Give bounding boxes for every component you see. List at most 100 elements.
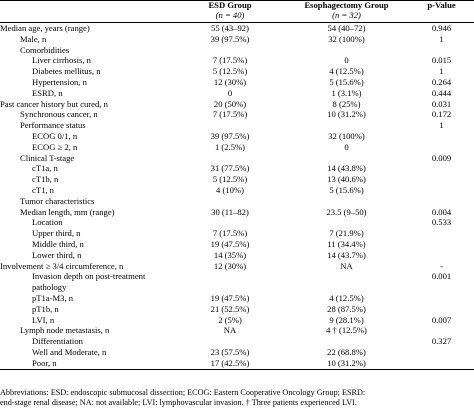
esd-value: 5 (12.5%) xyxy=(212,66,248,77)
esophagectomy-value xyxy=(284,336,409,347)
table-row: Invasion depth on post-treatment patholo… xyxy=(0,271,474,293)
esd-value: 14 (35%) xyxy=(213,249,247,260)
table-row: Diabetes mellitus, n 5 (12.5%) 4 (12.5%) 1 xyxy=(0,66,474,77)
p-value xyxy=(409,45,474,56)
esd-value: 12 (30%) xyxy=(213,76,247,87)
table-row: Well and Moderate, n 23 (57.5%) 22 (68.8%) xyxy=(0,347,474,358)
esophagectomy-value: 22 (68.8%) xyxy=(327,346,366,357)
p-value: 0.533 xyxy=(431,217,452,228)
esd-value: 19 (47.5%) xyxy=(210,292,250,303)
table-row: cT1b, n 5 (12.5%) 13 (40.6%) xyxy=(0,174,474,185)
table-row: ECOG 0/1, n 39 (97.5%) 32 (100%) xyxy=(0,131,474,142)
esd-value: NA xyxy=(223,325,237,336)
table-row: Middle third, n 19 (47.5%) 11 (34.4%) xyxy=(0,239,474,250)
table-row: Median age, years (range) 55 (43–92) 54 (4… xyxy=(0,23,474,34)
row-label: Male, n xyxy=(20,33,47,44)
row-label: Invasion depth on post-treatment patholo… xyxy=(32,271,146,293)
row-label: Well and Moderate, n xyxy=(32,346,107,357)
p-value xyxy=(409,185,474,196)
esophagectomy-value: 32 (100%) xyxy=(328,33,365,44)
table-row: ECOG ≥ 2, n 1 (2.5%) 0 xyxy=(0,142,474,153)
p-value: - xyxy=(440,260,443,271)
esophagectomy-value: 23.5 (9–50) xyxy=(326,206,367,217)
esophagectomy-value xyxy=(284,120,409,131)
esd-value: 21 (52.5%) xyxy=(210,303,250,314)
p-value: 0.009 xyxy=(431,152,452,163)
table-row: ESRD, n 0 1 (3.1%) 0.444 xyxy=(0,88,474,99)
esophagectomy-value: 32 (100%) xyxy=(328,130,365,141)
esophagectomy-value: 28 (87.5%) xyxy=(327,303,366,314)
p-value: 1 xyxy=(439,33,444,44)
esd-value: 30 (11–82) xyxy=(211,206,249,217)
esophagectomy-value xyxy=(284,45,409,56)
esd-value: 4 (10%) xyxy=(216,184,244,195)
esophagectomy-value: 7 (21.9%) xyxy=(329,228,364,239)
table-row: Upper third, n 7 (17.5%) 7 (21.9%) xyxy=(0,228,474,239)
esophagectomy-value: 11 (34.4%) xyxy=(327,238,366,249)
row-label: Location xyxy=(32,217,63,228)
esd-value xyxy=(176,336,284,347)
p-value: 0.031 xyxy=(431,98,452,109)
row-label: pT1a-M3, n xyxy=(32,292,74,303)
esd-value xyxy=(176,217,284,228)
table-row: Lymph node metastasis, n NA 4 † (12.5%) xyxy=(0,325,474,336)
table-row: Clinical T-stage 0.009 xyxy=(0,153,474,164)
row-label: cT1b, n xyxy=(32,174,59,185)
header-p-value: p-Value xyxy=(427,0,456,10)
esd-value: 55 (43–92) xyxy=(211,23,249,33)
p-value xyxy=(409,163,474,174)
table-row: Location 0.533 xyxy=(0,217,474,228)
esophagectomy-value: 0 xyxy=(344,55,349,66)
esophagectomy-value: 10 (31.2%) xyxy=(327,109,366,120)
row-label: Past cancer history but cured, n xyxy=(0,98,108,109)
table-row: Comorbidities xyxy=(0,45,474,56)
p-value xyxy=(409,293,474,304)
esd-value: 5 (12.5%) xyxy=(212,174,248,185)
p-value: 0.001 xyxy=(431,271,452,282)
esd-value: 31 (77.5%) xyxy=(210,163,250,174)
table-row: cT1a, n 31 (77.5%) 14 (43.8%) xyxy=(0,163,474,174)
esophagectomy-value: 13 (40.6%) xyxy=(327,174,366,185)
row-label: Clinical T-stage xyxy=(20,152,75,163)
row-label: Differentiation xyxy=(32,336,83,347)
esophagectomy-value: 14 (43.7%) xyxy=(327,249,366,260)
row-label: Median age, years (range) xyxy=(0,23,90,33)
row-label: ECOG 0/1, n xyxy=(32,130,78,141)
esophagectomy-value: 54 (40–72) xyxy=(327,23,366,33)
p-value: 1 xyxy=(439,120,444,131)
row-label: ESRD, n xyxy=(32,87,63,98)
table-row: LVI, n 2 (5%) 9 (28.1%) 0.007 xyxy=(0,315,474,326)
table-row: Male, n 39 (97.5%) 32 (100%) 1 xyxy=(0,34,474,45)
p-value xyxy=(409,142,474,153)
esd-value xyxy=(176,153,284,164)
esd-value: 19 (47.5%) xyxy=(210,238,250,249)
esophagectomy-value: 9 (28.1%) xyxy=(329,314,364,325)
table-row: pT1a-M3, n 19 (47.5%) 4 (12.5%) xyxy=(0,293,474,304)
table-row: cT1, n 4 (10%) 5 (15.6%) xyxy=(0,185,474,196)
esophagectomy-value: 4 † (12.5%) xyxy=(326,325,367,336)
header-esophagectomy-title: Esophagectomy Group xyxy=(304,0,389,10)
p-value: 1 xyxy=(439,66,444,77)
esophagectomy-value: 1 (3.1%) xyxy=(331,87,362,98)
esd-value: 23 (57.5%) xyxy=(210,346,250,357)
esd-value xyxy=(176,120,284,131)
p-value: 0.172 xyxy=(431,109,452,120)
row-label: Diabetes mellitus, n xyxy=(32,66,101,77)
row-label: cT1a, n xyxy=(32,163,58,174)
esd-value xyxy=(176,271,284,293)
row-label: Tumor characteristics xyxy=(20,195,95,206)
esd-value: 12 (30%) xyxy=(213,260,247,271)
p-value: 0.007 xyxy=(431,314,452,325)
esophagectomy-value: 8 (25%) xyxy=(332,98,361,109)
comparison-table: ESD Group (n = 40) Esophagectomy Group (n … xyxy=(0,0,474,369)
p-value: 0.004 xyxy=(431,206,452,217)
p-value xyxy=(409,131,474,142)
p-value xyxy=(409,347,474,358)
esophagectomy-value xyxy=(284,196,409,207)
esd-value: 1 (2.5%) xyxy=(214,141,246,152)
esd-value: 7 (17.5%) xyxy=(212,109,248,120)
p-value xyxy=(409,325,474,336)
esophagectomy-value xyxy=(284,271,409,293)
row-label: cT1, n xyxy=(32,184,54,195)
